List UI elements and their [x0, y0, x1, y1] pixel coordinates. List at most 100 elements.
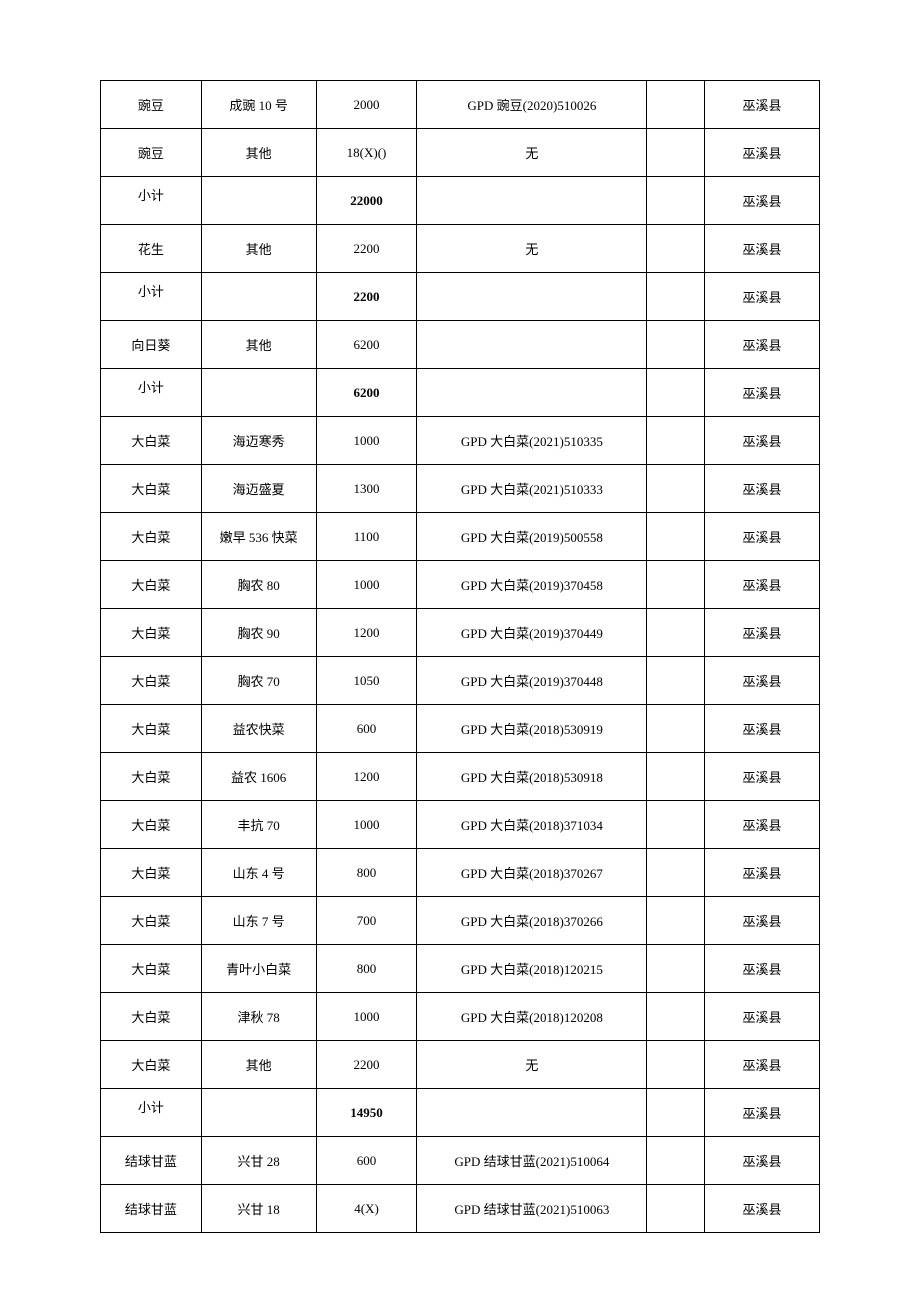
table-cell: 巫溪县	[704, 753, 819, 801]
table-cell: 向日葵	[101, 321, 202, 369]
table-cell: GPD 大白菜(2018)530919	[417, 705, 647, 753]
table-cell	[647, 1185, 705, 1233]
table-cell	[201, 1089, 316, 1137]
table-cell: 巫溪县	[704, 225, 819, 273]
table-row: 花生其他2200无巫溪县	[101, 225, 820, 273]
table-cell: 4(X)	[316, 1185, 417, 1233]
table-cell	[417, 177, 647, 225]
table-cell: 大白菜	[101, 1041, 202, 1089]
table-cell	[647, 609, 705, 657]
table-cell: 巫溪县	[704, 1089, 819, 1137]
table-cell: GPD 大白菜(2019)500558	[417, 513, 647, 561]
table-cell: 结球甘蓝	[101, 1185, 202, 1233]
table-cell: 600	[316, 705, 417, 753]
table-row: 大白菜其他2200无巫溪县	[101, 1041, 820, 1089]
table-cell: 小计	[101, 369, 202, 417]
table-cell: 巫溪县	[704, 321, 819, 369]
table-cell	[647, 897, 705, 945]
table-cell: 2200	[316, 273, 417, 321]
table-row: 小计2200巫溪县	[101, 273, 820, 321]
table-row: 结球甘蓝兴甘 28600GPD 结球甘蓝(2021)510064巫溪县	[101, 1137, 820, 1185]
table-cell	[647, 657, 705, 705]
table-cell: 1200	[316, 609, 417, 657]
table-cell: 益农快菜	[201, 705, 316, 753]
table-cell	[647, 561, 705, 609]
table-row: 大白菜津秋 781000GPD 大白菜(2018)120208巫溪县	[101, 993, 820, 1041]
table-cell	[647, 801, 705, 849]
table-cell: GPD 结球甘蓝(2021)510063	[417, 1185, 647, 1233]
table-cell: 巫溪县	[704, 609, 819, 657]
table-cell	[201, 177, 316, 225]
table-row: 大白菜青叶小白菜800GPD 大白菜(2018)120215巫溪县	[101, 945, 820, 993]
table-cell: GPD 大白菜(2018)120208	[417, 993, 647, 1041]
table-cell: GPD 大白菜(2019)370448	[417, 657, 647, 705]
table-cell: 胸农 70	[201, 657, 316, 705]
table-cell: 18(X)()	[316, 129, 417, 177]
table-cell: 巫溪县	[704, 993, 819, 1041]
table-cell: 小计	[101, 1089, 202, 1137]
table-row: 大白菜嫩早 536 快菜1100GPD 大白菜(2019)500558巫溪县	[101, 513, 820, 561]
table-cell: 14950	[316, 1089, 417, 1137]
table-row: 大白菜山东 7 号700GPD 大白菜(2018)370266巫溪县	[101, 897, 820, 945]
table-cell	[417, 1089, 647, 1137]
table-cell: 巫溪县	[704, 849, 819, 897]
table-cell	[201, 273, 316, 321]
table-row: 大白菜海迈盛夏1300GPD 大白菜(2021)510333巫溪县	[101, 465, 820, 513]
table-cell	[647, 1041, 705, 1089]
table-cell	[647, 273, 705, 321]
table-cell: 大白菜	[101, 465, 202, 513]
table-cell	[647, 945, 705, 993]
table-cell: 600	[316, 1137, 417, 1185]
table-cell: GPD 大白菜(2018)530918	[417, 753, 647, 801]
table-cell	[647, 1137, 705, 1185]
table-cell: 2200	[316, 1041, 417, 1089]
table-cell: 大白菜	[101, 801, 202, 849]
table-row: 大白菜山东 4 号800GPD 大白菜(2018)370267巫溪县	[101, 849, 820, 897]
table-cell: 1000	[316, 417, 417, 465]
table-row: 结球甘蓝兴甘 184(X)GPD 结球甘蓝(2021)510063巫溪县	[101, 1185, 820, 1233]
table-cell: 其他	[201, 321, 316, 369]
table-cell: 花生	[101, 225, 202, 273]
table-cell: 大白菜	[101, 657, 202, 705]
table-row: 豌豆其他18(X)()无巫溪县	[101, 129, 820, 177]
table-cell: 巫溪县	[704, 1185, 819, 1233]
table-cell	[647, 849, 705, 897]
table-cell: 无	[417, 1041, 647, 1089]
table-cell	[417, 369, 647, 417]
table-cell: 大白菜	[101, 897, 202, 945]
table-cell	[647, 417, 705, 465]
table-cell: 青叶小白菜	[201, 945, 316, 993]
table-cell: 山东 7 号	[201, 897, 316, 945]
table-cell: 山东 4 号	[201, 849, 316, 897]
table-cell: GPD 大白菜(2021)510335	[417, 417, 647, 465]
table-cell: 巫溪县	[704, 561, 819, 609]
table-cell: 2200	[316, 225, 417, 273]
table-cell: GPD 豌豆(2020)510026	[417, 81, 647, 129]
table-row: 小计6200巫溪县	[101, 369, 820, 417]
table-cell: 巫溪县	[704, 945, 819, 993]
table-row: 大白菜胸农 801000GPD 大白菜(2019)370458巫溪县	[101, 561, 820, 609]
table-cell: GPD 结球甘蓝(2021)510064	[417, 1137, 647, 1185]
table-cell	[647, 81, 705, 129]
table-cell: 大白菜	[101, 561, 202, 609]
table-cell: 巫溪县	[704, 177, 819, 225]
table-cell: 无	[417, 129, 647, 177]
table-cell	[647, 513, 705, 561]
table-cell: 大白菜	[101, 513, 202, 561]
table-cell: GPD 大白菜(2018)370266	[417, 897, 647, 945]
table-cell: 小计	[101, 177, 202, 225]
table-cell: 800	[316, 945, 417, 993]
table-cell: 大白菜	[101, 849, 202, 897]
table-row: 大白菜海迈寒秀1000GPD 大白菜(2021)510335巫溪县	[101, 417, 820, 465]
table-cell: 成豌 10 号	[201, 81, 316, 129]
table-cell: 海迈寒秀	[201, 417, 316, 465]
table-cell: 22000	[316, 177, 417, 225]
table-cell: 其他	[201, 129, 316, 177]
table-cell: 兴甘 28	[201, 1137, 316, 1185]
table-cell: 津秋 78	[201, 993, 316, 1041]
table-cell: 1050	[316, 657, 417, 705]
table-cell	[647, 369, 705, 417]
table-cell: 胸农 80	[201, 561, 316, 609]
data-table: 豌豆成豌 10 号2000GPD 豌豆(2020)510026巫溪县豌豆其他18…	[100, 80, 820, 1233]
table-row: 大白菜益农快菜600GPD 大白菜(2018)530919巫溪县	[101, 705, 820, 753]
